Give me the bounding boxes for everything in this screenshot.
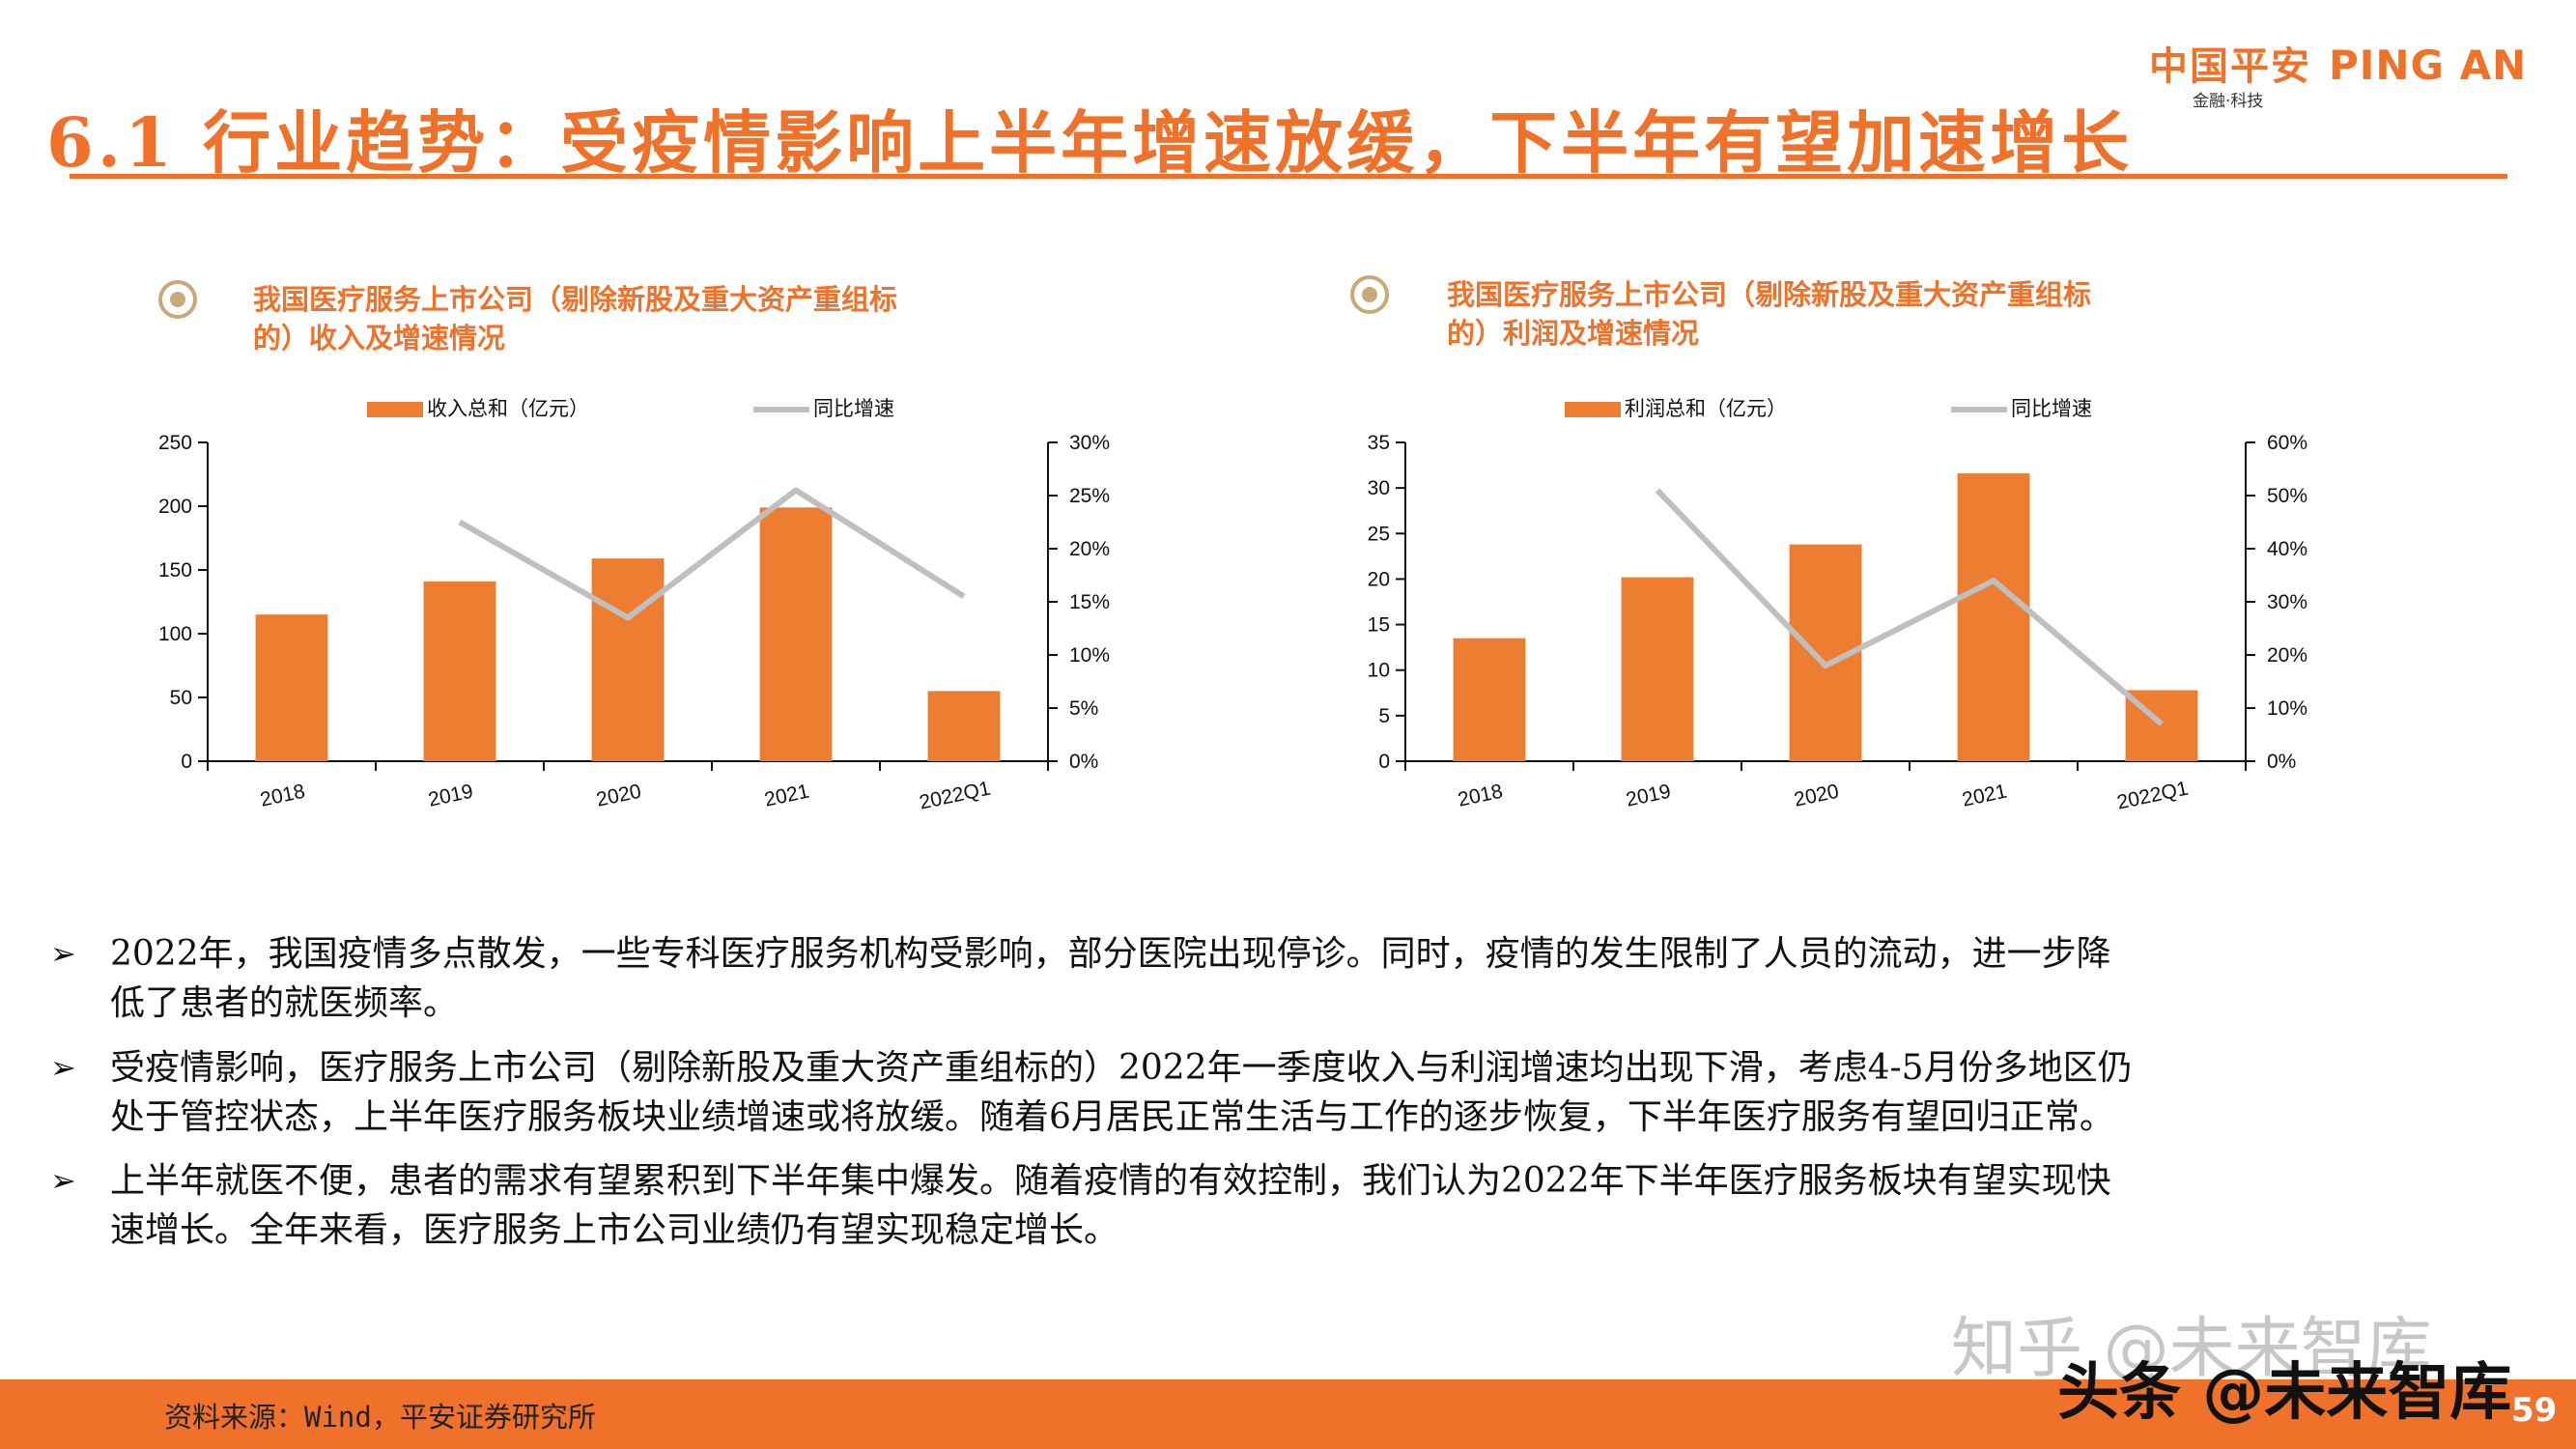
footer-bar	[0, 1379, 2576, 1449]
right-y-tick-label: 10%	[2267, 697, 2307, 720]
left-y-tick-label: 20	[1368, 568, 1390, 590]
zhihu-watermark: 知乎 @未来智库	[1951, 1311, 2432, 1387]
arrow-bullet-icon: ➢	[50, 1049, 76, 1086]
source-note: 资料来源：Wind，平安证券研究所	[164, 1401, 596, 1434]
legend-line-label: 同比增速	[813, 398, 894, 420]
logo-en: PING AN	[2329, 42, 2528, 89]
logo-tagline: 金融·科技	[2193, 92, 2264, 111]
bar	[759, 507, 833, 761]
revenue-chart: 收入总和（亿元） 同比增速 0 50 100 150 200 250 0% 5% 10% 15% 20%…	[158, 398, 1110, 814]
growth-rate-line	[458, 487, 966, 621]
right-y-tick-label: 20%	[1069, 538, 1110, 560]
arrow-bullet-icon: ➢	[50, 1162, 76, 1199]
legend-bar-swatch	[1565, 402, 1621, 417]
page-title: 6.1 行业趋势：受疫情影响上半年增速放缓，下半年有望加速增长	[46, 102, 2134, 183]
profit-chart: 利润总和（亿元） 同比增速 0 5 10 15 20 25 30 35 0% 10% 20% 30% 40%…	[1368, 398, 2307, 814]
right-y-tick-label: 15%	[1069, 591, 1110, 613]
bar	[255, 614, 328, 761]
left-y-tick-label: 250	[158, 432, 192, 454]
left-y-tick-label: 200	[158, 496, 192, 518]
right-y-tick-label: 30%	[1069, 432, 1110, 454]
legend-bar-swatch	[367, 402, 423, 417]
legend-bar-label: 利润总和（亿元）	[1625, 398, 1787, 420]
x-tick-label: 2020	[594, 781, 642, 811]
bullet-text-line2: 速增长。全年来看，医疗服务上市公司业绩仍有望实现稳定增长。	[110, 1210, 1119, 1250]
right-y-tick-label: 60%	[2267, 432, 2307, 454]
x-tick-label: 2022Q1	[2115, 778, 2191, 814]
right-chart-title-line1: 我国医疗服务上市公司（剔除新股及重大资产重组标	[1447, 278, 2092, 311]
left-y-tick-label: 0	[1378, 751, 1390, 773]
bullet-text-line2: 处于管控状态，上半年医疗服务板块业绩增速或将放缓。随着6月居民正常生活与工作的逐…	[110, 1097, 2114, 1137]
left-chart-heading: 我国医疗服务上市公司（剔除新股及重大资产重组标 的）收入及增速情况	[253, 280, 897, 357]
right-y-tick-label: 20%	[2267, 644, 2307, 667]
left-chart-title-line1: 我国医疗服务上市公司（剔除新股及重大资产重组标	[253, 283, 898, 316]
right-y-tick-label: 0%	[2267, 751, 2296, 773]
right-chart-heading: 我国医疗服务上市公司（剔除新股及重大资产重组标 的）利润及增速情况	[1447, 275, 2091, 353]
toutiao-watermark: 头条 @未来智库	[2057, 1357, 2512, 1429]
right-y-tick-label: 50%	[2267, 485, 2307, 507]
x-tick-label: 2018	[1456, 781, 1504, 811]
circle-bullet-icon	[1350, 275, 1389, 314]
left-y-tick-label: 0	[181, 751, 192, 773]
bar	[1957, 473, 2030, 761]
left-y-tick-label: 150	[158, 559, 192, 582]
x-tick-label: 2021	[1960, 781, 2008, 811]
x-tick-label: 2019	[426, 781, 474, 811]
legend-line-label: 同比增速	[2011, 398, 2092, 420]
left-y-tick-label: 50	[170, 687, 192, 709]
left-y-tick-label: 15	[1368, 614, 1390, 637]
left-y-tick-label: 5	[1378, 705, 1390, 727]
bar	[591, 558, 665, 761]
x-tick-label: 2018	[258, 781, 306, 811]
right-y-tick-label: 40%	[2267, 538, 2307, 560]
pingan-logo: 中国平安 PING AN	[2149, 35, 2527, 91]
x-tick-label: 2021	[762, 781, 810, 811]
x-tick-label: 2019	[1624, 781, 1672, 811]
legend-bar-label: 收入总和（亿元）	[427, 398, 589, 420]
left-y-tick-label: 25	[1368, 523, 1390, 545]
right-y-tick-label: 5%	[1069, 697, 1098, 720]
left-chart-title-line2: 的）收入及增速情况	[253, 322, 506, 355]
circle-bullet-icon	[158, 280, 197, 319]
bullet-text-line1: 2022年，我国疫情多点散发，一些专科医疗服务机构受影响，部分医院出现停诊。同时…	[110, 934, 2111, 974]
right-y-tick-label: 25%	[1069, 485, 1110, 507]
logo-cn: 中国平安	[2149, 44, 2311, 89]
right-y-tick-label: 10%	[1069, 644, 1110, 667]
page-number: 59	[2511, 1391, 2558, 1430]
bullet-point-1: ➢ 2022年，我国疫情多点散发，一些专科医疗服务机构受影响，部分医院出现停诊。…	[50, 929, 2465, 1028]
bullet-text-line2: 低了患者的就医频率。	[110, 983, 459, 1023]
title-underline	[70, 174, 2507, 179]
right-y-tick-label: 30%	[2267, 591, 2307, 613]
bar	[1621, 577, 1694, 761]
growth-rate-line	[1655, 488, 2164, 726]
left-y-tick-label: 100	[158, 623, 192, 645]
bullet-point-3: ➢ 上半年就医不便，患者的需求有望累积到下半年集中爆发。随着疫情的有效控制，我们…	[50, 1156, 2465, 1255]
bullet-text-line1: 上半年就医不便，患者的需求有望累积到下半年集中爆发。随着疫情的有效控制，我们认为…	[110, 1161, 2111, 1201]
right-chart-title-line2: 的）利润及增速情况	[1447, 317, 1700, 350]
bullet-point-2: ➢ 受疫情影响，医疗服务上市公司（剔除新股及重大资产重组标的）2022年一季度收…	[50, 1043, 2465, 1142]
x-tick-label: 2022Q1	[918, 778, 993, 814]
arrow-bullet-icon: ➢	[50, 935, 76, 972]
left-y-tick-label: 10	[1368, 660, 1390, 682]
bullet-text-line1: 受疫情影响，医疗服务上市公司（剔除新股及重大资产重组标的）2022年一季度收入与…	[110, 1048, 2133, 1088]
right-y-tick-label: 0%	[1069, 751, 1098, 773]
bar	[1453, 638, 1526, 761]
bar	[423, 581, 496, 761]
left-y-tick-label: 35	[1368, 432, 1390, 454]
bar	[927, 691, 1001, 761]
x-tick-label: 2020	[1792, 781, 1840, 811]
left-y-tick-label: 30	[1368, 477, 1390, 499]
